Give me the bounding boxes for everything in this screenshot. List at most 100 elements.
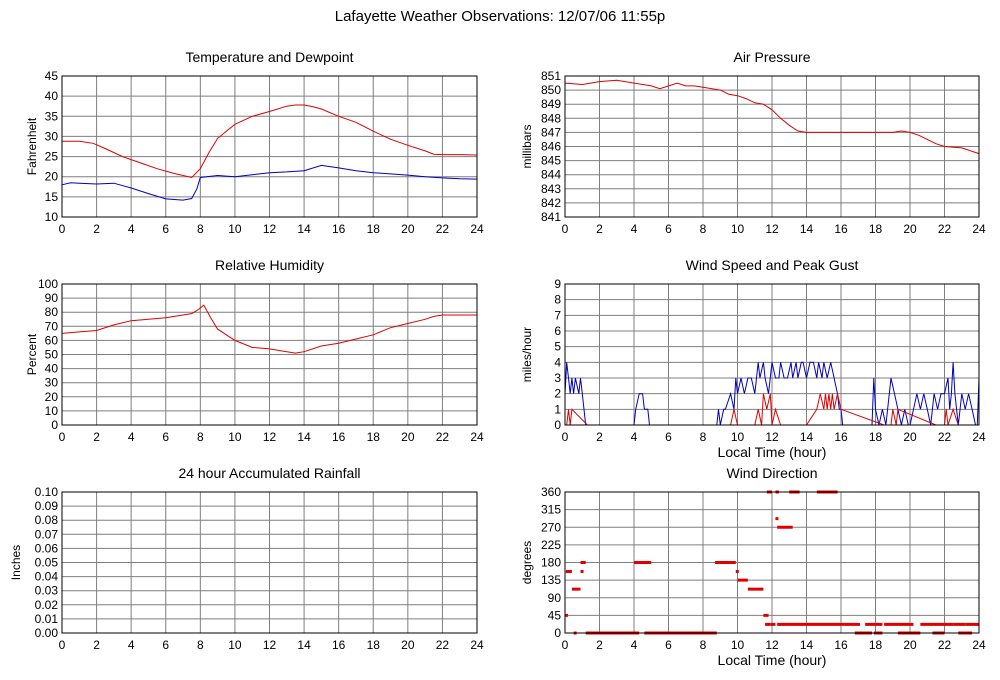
rain-x-tick-label: 10 [228,638,242,652]
rain-y-tick-label: 0.07 [35,527,59,541]
pressure-y-tick-label: 851 [541,69,561,83]
humidity-x-tick-label: 16 [332,430,346,444]
humidity-x-tick-label: 20 [401,430,415,444]
temp-series-red [62,104,478,179]
wind-x-tick-label: 10 [731,430,745,444]
rain-x-tick-label: 0 [59,638,66,652]
rain-y-tick-label: 0.05 [35,556,59,570]
humidity-x-tick-label: 22 [436,430,450,444]
pressure-x-tick-label: 10 [731,222,745,236]
wind-x-tick-label: 2 [596,430,603,444]
temp-x-tick-label: 12 [263,222,277,236]
rain-x-tick-label: 24 [470,638,484,652]
humidity-y-tick-label: 70 [45,319,59,333]
pressure-frame [564,75,980,218]
dir-x-tick-label: 6 [665,638,672,652]
pressure-x-tick-label: 6 [665,222,672,236]
wind-x-tick-label: 12 [765,430,779,444]
pressure-chart: 0 2 4 6 8 10 12 14 16 18 20 22 248418428438448458468… [520,49,986,236]
rain-y-tick-label: 0.01 [35,612,59,626]
pressure-series-red [564,79,980,155]
wind-x-tick-label: 14 [800,430,814,444]
temp-title: Temperature and Dewpoint [185,49,353,65]
pressure-x-tick-label: 2 [596,222,603,236]
temp-x-tick-label: 16 [332,222,346,236]
dir-x-tick-label: 20 [903,638,917,652]
pressure-y-tick-label: 844 [541,168,561,182]
wind-x-tick-label: 8 [700,430,707,444]
dir-y-tick-label: 315 [541,503,561,517]
temp-x-tick-label: 22 [436,222,450,236]
dir-x-tick-label: 12 [765,638,779,652]
pressure-y-tick-label: 846 [541,140,561,154]
rain-x-tick-label: 18 [367,638,381,652]
dir-x-tick-label: 0 [562,638,569,652]
humidity-x-tick-label: 8 [197,430,204,444]
wind-x-tick-label: 4 [631,430,638,444]
temp-y-tick-label: 25 [45,150,59,164]
wind-y-tick-label: 8 [554,293,561,307]
wind-y-tick-label: 3 [554,371,561,385]
dir-x-tick-label: 18 [869,638,883,652]
pressure-x-tick-label: 18 [869,222,883,236]
pressure-x-tick-label: 8 [700,222,707,236]
pressure-y-tick-label: 842 [541,196,561,210]
wind-series-blue [564,361,980,426]
humidity-y-axis-label: Percent [25,333,39,375]
wind-y-tick-label: 2 [554,387,561,401]
rain-frame [61,491,478,634]
temp-y-tick-label: 45 [45,69,59,83]
dir-y-tick-label: 225 [541,538,561,552]
dir-y-tick-label: 90 [548,591,562,605]
rain-x-tick-label: 8 [197,638,204,652]
humidity-y-tick-label: 90 [45,291,59,305]
rain-chart: 0 2 4 6 8 10 12 14 16 18 20 22 240.000.010.020.030.0… [9,465,484,652]
rain-x-tick-label: 14 [297,638,311,652]
temp-x-tick-label: 0 [59,222,66,236]
dir-chart: 0 2 4 6 8 10 12 14 16 18 20 22 240459013518022527031… [520,465,986,668]
wind-x-tick-label: 20 [903,430,917,444]
humidity-x-tick-label: 4 [128,430,135,444]
humidity-frame [61,283,478,426]
pressure-x-tick-label: 4 [631,222,638,236]
dir-x-axis-label: Local Time (hour) [718,652,827,668]
dir-frame [564,491,980,634]
temp-x-tick-label: 20 [401,222,415,236]
wind-y-tick-label: 5 [554,340,561,354]
wind-x-tick-label: 6 [665,430,672,444]
humidity-x-tick-label: 10 [228,430,242,444]
rain-y-tick-label: 0.03 [35,584,59,598]
wind-x-tick-label: 24 [972,430,986,444]
pressure-y-axis-label: millibars [520,124,534,168]
humidity-x-tick-label: 0 [59,430,66,444]
rain-y-tick-label: 0.00 [35,626,59,640]
pressure-y-tick-label: 850 [541,83,561,97]
pressure-y-tick-label: 847 [541,125,561,139]
pressure-x-tick-label: 0 [562,222,569,236]
temp-frame [61,75,478,218]
humidity-y-tick-label: 50 [45,348,59,362]
page-title: Lafayette Weather Observations: 12/07/06… [334,8,666,25]
pressure-title: Air Pressure [733,49,810,65]
temp-x-tick-label: 24 [470,222,484,236]
temp-y-tick-label: 30 [45,129,59,143]
rain-x-tick-label: 12 [263,638,277,652]
dir-y-tick-label: 360 [541,485,561,499]
rain-title: 24 hour Accumulated Rainfall [178,465,360,481]
pressure-x-tick-label: 16 [834,222,848,236]
rain-y-tick-label: 0.10 [35,485,59,499]
temp-y-tick-label: 40 [45,89,59,103]
dir-x-tick-label: 14 [800,638,814,652]
wind-x-tick-label: 18 [869,430,883,444]
dir-y-tick-label: 45 [548,608,562,622]
wind-x-tick-label: 22 [938,430,952,444]
temp-x-tick-label: 10 [228,222,242,236]
temp-y-tick-label: 15 [45,190,59,204]
dir-x-tick-label: 8 [700,638,707,652]
rain-y-axis-label: Inches [9,545,23,580]
humidity-y-tick-label: 60 [45,333,59,347]
rain-y-tick-label: 0.06 [35,541,59,555]
humidity-x-tick-label: 14 [297,430,311,444]
pressure-x-tick-label: 12 [765,222,779,236]
